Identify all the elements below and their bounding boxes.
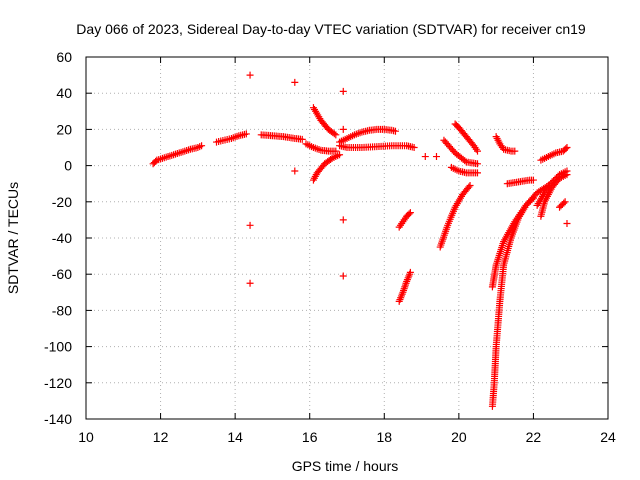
series-arc-7: [336, 125, 399, 146]
y-tick-label: -40: [52, 230, 72, 246]
data-point: [298, 135, 306, 143]
data-point: [330, 130, 338, 138]
data-point: [336, 151, 344, 159]
y-tick-label: -20: [52, 194, 72, 210]
x-axis-title: GPS time / hours: [292, 458, 399, 474]
data-point: [466, 182, 474, 190]
y-tick-label: 20: [56, 121, 72, 137]
data-point: [563, 144, 571, 151]
x-tick-label: 16: [302, 429, 318, 445]
y-tick-label: -100: [44, 339, 72, 355]
data-point: [339, 125, 347, 133]
series-arc-11: [436, 182, 474, 251]
y-tick-label: 60: [56, 49, 72, 65]
axis-ticks: 10 12 14 16 18 20 22 24 -140 -120 -100 -80 -60 -40 -20…: [44, 49, 616, 445]
y-tick-label: -80: [52, 302, 72, 318]
data-point: [246, 279, 254, 287]
data-point: [291, 167, 299, 175]
data-point: [421, 153, 429, 161]
series-arc-12: [451, 120, 481, 155]
series-arc-8: [336, 142, 418, 151]
series-arc-5: [309, 104, 340, 139]
data-point: [405, 210, 413, 218]
series-arc-21: [533, 167, 571, 209]
series-arc-6: [309, 151, 344, 184]
x-tick-label: 20: [451, 429, 467, 445]
series-arc-10: [395, 268, 414, 305]
x-tick-label: 18: [376, 429, 392, 445]
y-tick-label: -120: [44, 375, 72, 391]
x-tick-label: 12: [153, 429, 169, 445]
data-point: [246, 71, 254, 79]
x-tick-label: 22: [526, 429, 542, 445]
series-arc-13: [440, 136, 481, 168]
x-tick-label: 14: [227, 429, 243, 445]
grid: [86, 57, 608, 419]
series-arc-9: [395, 209, 414, 231]
data-point: [561, 198, 569, 206]
data-point: [406, 268, 414, 276]
series-arc-18: [503, 176, 537, 188]
data-point: [339, 272, 347, 280]
data-point: [474, 169, 481, 177]
x-tick-label: 24: [600, 429, 616, 445]
data-point: [529, 176, 537, 184]
data-point: [432, 153, 440, 161]
data-point: [410, 144, 418, 151]
x-tick-label: 10: [78, 429, 94, 445]
y-tick-label: -60: [52, 266, 72, 282]
data-point: [465, 183, 473, 191]
y-tick-label: 40: [56, 85, 72, 101]
data-point: [562, 145, 570, 153]
series-arc-1: [149, 142, 206, 168]
series-arc-22: [556, 198, 569, 211]
data-point: [339, 216, 347, 224]
series-arc-3: [257, 131, 306, 143]
data-point: [291, 78, 299, 86]
y-tick-label: 0: [64, 158, 72, 174]
series-arc-19: [537, 144, 571, 164]
data-point: [391, 127, 399, 135]
data-points: [149, 71, 571, 410]
series-arc-2: [213, 130, 250, 146]
data-point: [474, 147, 481, 155]
data-point: [242, 130, 250, 138]
series-isolated: [246, 71, 571, 287]
data-point: [198, 142, 206, 150]
series-arc-4: [302, 140, 340, 155]
data-point: [560, 199, 568, 207]
data-point: [474, 160, 481, 168]
data-point: [246, 221, 254, 229]
data-point: [563, 167, 571, 175]
data-point: [461, 157, 469, 165]
data-point: [332, 131, 340, 139]
series-arc-17: [492, 133, 519, 155]
series-arc-16: [488, 182, 552, 291]
data-point: [563, 220, 571, 228]
y-tick-label: -140: [44, 411, 72, 427]
data-point: [339, 87, 347, 95]
series-arc-14: [447, 163, 481, 177]
chart-title: Day 066 of 2023, Sidereal Day-to-day VTE…: [76, 21, 586, 37]
data-point: [406, 209, 414, 217]
y-axis-title: SDTVAR / TECUs: [5, 182, 21, 294]
data-point: [511, 147, 519, 155]
